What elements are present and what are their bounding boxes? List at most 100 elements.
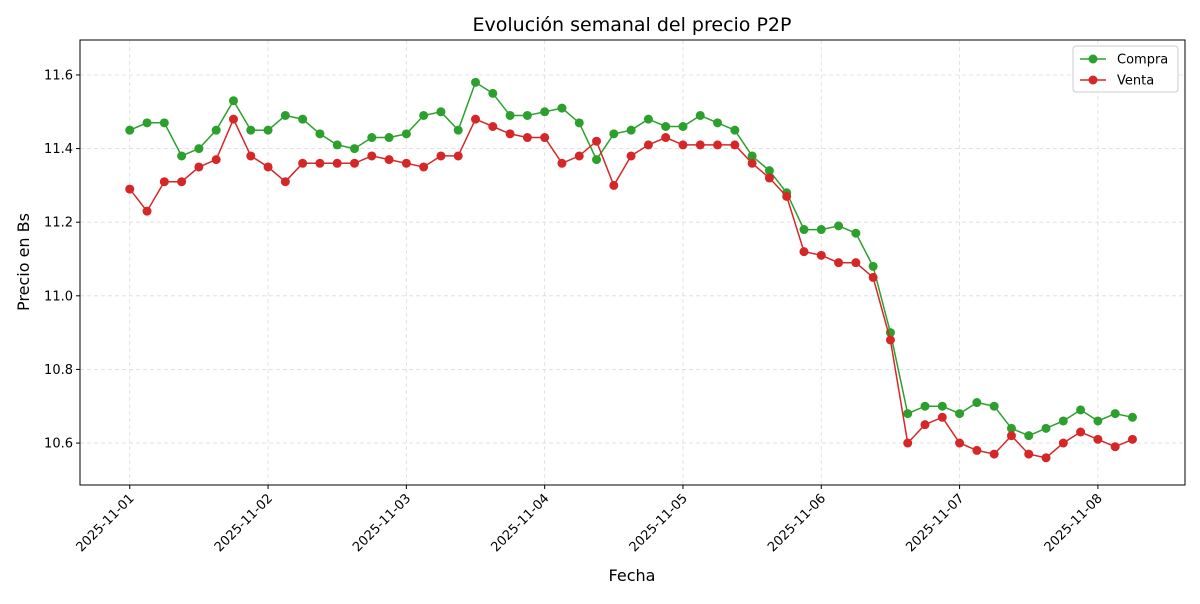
data-point <box>159 118 169 128</box>
data-point <box>1024 431 1034 441</box>
data-point <box>695 110 705 120</box>
data-point <box>246 125 256 135</box>
data-point <box>626 151 636 161</box>
data-point <box>125 184 135 194</box>
data-point <box>713 118 723 128</box>
y-tick-label: 11.6 <box>44 68 73 83</box>
data-point <box>522 133 532 143</box>
data-point <box>1110 409 1120 419</box>
data-point <box>211 125 221 135</box>
data-point <box>1041 423 1051 433</box>
data-point <box>436 151 446 161</box>
data-point <box>920 420 930 430</box>
data-point <box>419 162 429 172</box>
data-point <box>1006 423 1016 433</box>
data-point <box>540 133 550 143</box>
data-point <box>851 228 861 238</box>
data-point <box>1076 405 1086 415</box>
data-point <box>228 114 238 124</box>
data-point <box>609 129 619 139</box>
data-point <box>747 158 757 168</box>
data-point <box>1076 427 1086 437</box>
data-point <box>401 129 411 139</box>
data-point <box>384 133 394 143</box>
x-tick-label: 2025-11-08 <box>1042 491 1106 555</box>
data-point <box>868 272 878 282</box>
data-point <box>609 180 619 190</box>
data-point <box>661 133 671 143</box>
data-point <box>643 140 653 150</box>
data-point <box>263 162 273 172</box>
data-point <box>834 258 844 268</box>
series-layer <box>125 77 1137 463</box>
y-tick-label: 10.8 <box>44 363 73 378</box>
data-point <box>505 110 515 120</box>
data-point <box>574 151 584 161</box>
data-point <box>955 409 965 419</box>
data-point <box>453 125 463 135</box>
y-axis-label: Precio en Bs <box>14 213 33 311</box>
data-point <box>540 107 550 117</box>
data-point <box>695 140 705 150</box>
data-point <box>730 125 740 135</box>
data-point <box>436 107 446 117</box>
data-point <box>228 96 238 106</box>
data-point <box>730 140 740 150</box>
data-point <box>834 221 844 231</box>
data-point <box>920 401 930 411</box>
data-point <box>246 151 256 161</box>
data-point <box>298 114 308 124</box>
data-point <box>177 151 187 161</box>
data-point <box>367 151 377 161</box>
data-point <box>194 162 204 172</box>
data-point <box>142 118 152 128</box>
data-point <box>678 121 688 131</box>
grid <box>80 40 1185 485</box>
x-tick-label: 2025-11-06 <box>765 491 829 555</box>
y-tick-label: 11.4 <box>44 142 73 157</box>
data-point <box>713 140 723 150</box>
data-point <box>955 438 965 448</box>
x-tick-label: 2025-11-03 <box>350 491 414 555</box>
data-point <box>453 151 463 161</box>
data-point <box>592 155 602 165</box>
legend-marker <box>1088 54 1098 64</box>
data-point <box>315 158 325 168</box>
data-point <box>142 206 152 216</box>
y-tick-label: 11.2 <box>44 216 73 231</box>
data-point <box>799 225 809 235</box>
series-line <box>129 81 1133 437</box>
data-point <box>972 398 982 408</box>
data-point <box>592 136 602 146</box>
legend-label: Compra <box>1117 53 1168 68</box>
data-point <box>349 158 359 168</box>
data-point <box>211 155 221 165</box>
data-point <box>661 121 671 131</box>
data-point <box>557 158 567 168</box>
data-point <box>1024 449 1034 459</box>
data-point <box>488 88 498 98</box>
data-point <box>349 144 359 154</box>
chart-title: Evolución semanal del precio P2P <box>473 14 792 36</box>
y-tick-label: 10.6 <box>44 437 73 452</box>
data-point <box>298 158 308 168</box>
legend: Compra Venta <box>1072 45 1179 93</box>
legend-marker <box>1088 75 1098 85</box>
data-point <box>782 191 792 201</box>
data-point <box>903 438 913 448</box>
data-point <box>1041 453 1051 463</box>
data-point <box>937 412 947 422</box>
data-point <box>1110 442 1120 452</box>
y-axis: 10.6 10.8 11.0 11.2 11.4 11.6 <box>44 68 80 452</box>
legend-label: Venta <box>1117 74 1154 89</box>
data-point <box>816 250 826 260</box>
data-point <box>1093 434 1103 444</box>
data-point <box>1058 438 1068 448</box>
data-point <box>1127 412 1137 422</box>
data-point <box>177 177 187 187</box>
series-venta <box>125 114 1137 463</box>
data-point <box>1093 416 1103 426</box>
data-point <box>972 445 982 455</box>
data-point <box>280 177 290 187</box>
series-compra <box>125 77 1137 441</box>
